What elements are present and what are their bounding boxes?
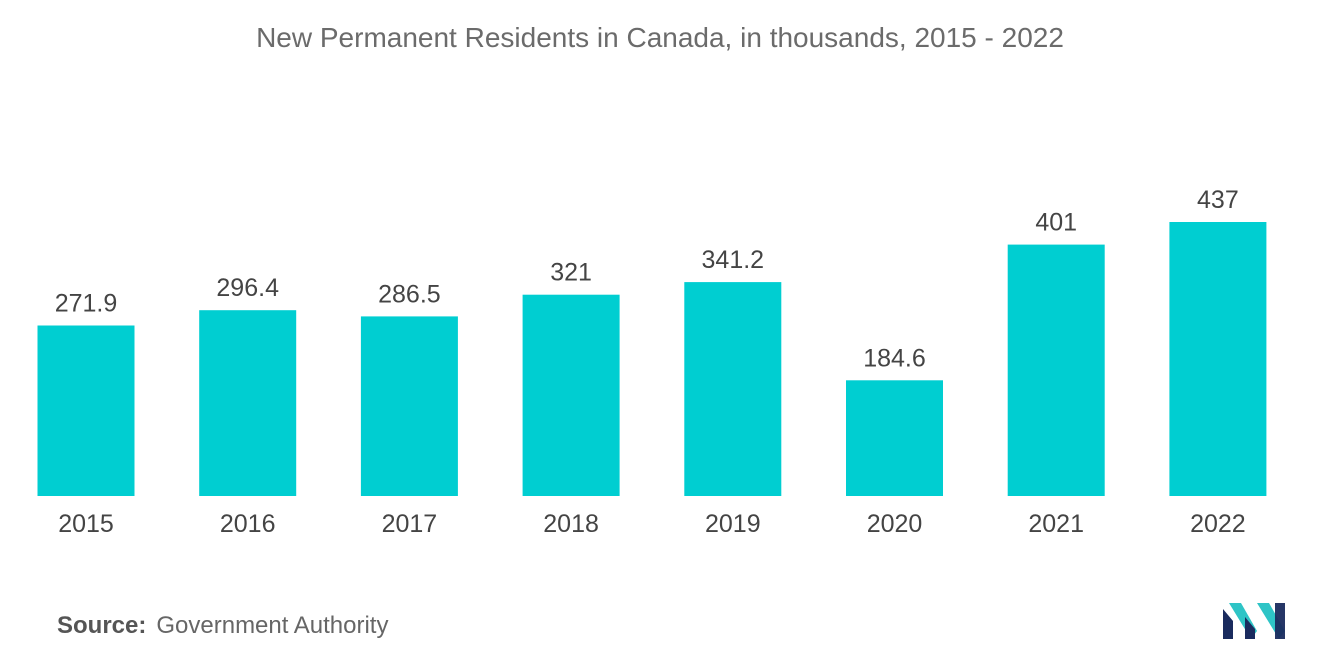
x-tick-label-2016: 2016 <box>220 510 276 538</box>
bar-2017 <box>360 316 458 496</box>
source-note: Source: Government Authority <box>57 612 388 640</box>
bar-2020 <box>846 380 943 496</box>
source-value: Government Authority <box>156 612 389 639</box>
value-label-2016: 296.4 <box>216 274 279 302</box>
bar-2015 <box>37 325 135 496</box>
value-label-2022: 437 <box>1197 186 1239 214</box>
x-tick-label-2017: 2017 <box>382 510 438 538</box>
bar-2019 <box>684 282 782 496</box>
value-label-2020: 184.6 <box>863 344 926 372</box>
bar-2016 <box>199 310 297 496</box>
x-tick-label-2022: 2022 <box>1190 510 1246 538</box>
bar-2022 <box>1169 222 1267 496</box>
bar-2021 <box>1007 244 1105 496</box>
chart-title: New Permanent Residents in Canada, in th… <box>256 22 1064 53</box>
x-tick-label-2015: 2015 <box>58 510 114 538</box>
value-labels-layer: 271.9 296.4 286.5 321 341.2 184.6 401 437 <box>55 186 1239 372</box>
x-axis-ticks-layer: 2015 2016 2017 2018 2019 2020 2021 2022 <box>58 510 1246 538</box>
x-tick-label-2021: 2021 <box>1028 510 1084 538</box>
value-label-2015: 271.9 <box>55 290 118 318</box>
x-tick-label-2018: 2018 <box>543 510 599 538</box>
bar-2018 <box>522 294 620 496</box>
bars-layer <box>37 222 1267 496</box>
value-label-2018: 321 <box>550 259 592 287</box>
mordor-intelligence-logo-icon <box>1223 603 1285 639</box>
value-label-2017: 286.5 <box>378 280 441 308</box>
x-tick-label-2019: 2019 <box>705 510 761 538</box>
x-tick-label-2020: 2020 <box>867 510 923 538</box>
value-label-2019: 341.2 <box>702 246 765 274</box>
value-label-2021: 401 <box>1035 209 1077 237</box>
source-label: Source: <box>57 612 147 639</box>
